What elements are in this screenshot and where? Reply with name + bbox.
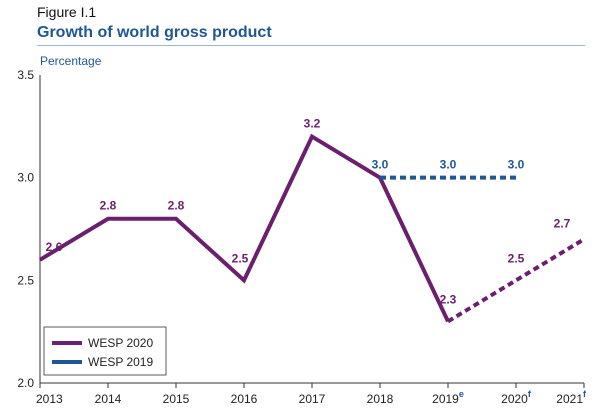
- data-label: 2.3: [440, 292, 457, 306]
- data-label: 3.0: [508, 158, 525, 172]
- x-tick-label: 2015: [163, 392, 190, 406]
- x-tick-superscript: f: [528, 389, 532, 399]
- data-label: 2.8: [100, 199, 117, 213]
- chart-axes: 2.0 2.5 3.0 3.5 2013 2014 2015 2016 2017 2018 2019…: [17, 68, 587, 406]
- x-tick-label: 2014: [95, 392, 122, 406]
- y-tick-label: 3.0: [17, 171, 34, 185]
- x-tick-superscript: f: [583, 389, 587, 399]
- data-label: 2.5: [508, 251, 525, 265]
- x-tick-label: 2013: [36, 392, 63, 406]
- y-tick-label: 3.5: [17, 68, 34, 82]
- data-label: 3.0: [372, 158, 389, 172]
- figure-title: Growth of world gross product: [37, 24, 272, 41]
- chart-series: [38, 133, 586, 324]
- data-label: 3.2: [304, 117, 321, 131]
- y-tick-label: 2.5: [17, 273, 34, 287]
- x-tick-label: 2017: [299, 392, 326, 406]
- x-tick-label: 2020f: [501, 389, 532, 406]
- data-label: 3.0: [440, 158, 457, 172]
- x-tick-label: 2016: [231, 392, 258, 406]
- title-divider: [37, 45, 585, 46]
- figure-label: Figure I.1: [37, 4, 97, 20]
- data-labels: 2.6 2.8 2.8 2.5 3.2 2.3 2.5 2.7 3.0 3.0 3.0: [46, 117, 571, 307]
- data-label: 2.8: [168, 199, 185, 213]
- x-tick-label: 2021f: [556, 389, 587, 406]
- x-tick-label: 2019e: [432, 389, 464, 406]
- legend-label: WESP 2019: [88, 355, 153, 369]
- legend-box: [43, 326, 167, 376]
- data-label: 2.5: [232, 251, 249, 265]
- y-axis-label: Percentage: [40, 54, 102, 68]
- y-tick-label: 2.0: [17, 376, 34, 390]
- chart-legend: WESP 2020 WESP 2019: [43, 326, 167, 376]
- x-tick-label: 2018: [367, 392, 394, 406]
- data-label: 2.6: [46, 240, 63, 254]
- series-line-dashed: [446, 237, 586, 324]
- x-tick-superscript: e: [459, 389, 464, 399]
- data-label: 2.7: [554, 216, 571, 230]
- legend-label: WESP 2020: [88, 336, 153, 350]
